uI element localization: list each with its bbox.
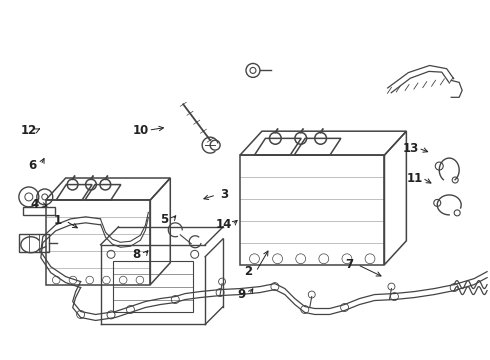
Text: 6: 6 bbox=[29, 158, 37, 172]
Text: 8: 8 bbox=[132, 248, 141, 261]
Text: 2: 2 bbox=[244, 265, 252, 278]
Text: 13: 13 bbox=[402, 141, 418, 155]
Text: 11: 11 bbox=[406, 171, 422, 185]
Text: 9: 9 bbox=[237, 288, 245, 301]
Text: 12: 12 bbox=[21, 124, 37, 137]
Text: 1: 1 bbox=[54, 214, 62, 228]
Text: 3: 3 bbox=[220, 188, 228, 202]
Text: 7: 7 bbox=[345, 258, 354, 271]
Text: 10: 10 bbox=[132, 124, 148, 137]
Text: 5: 5 bbox=[160, 213, 169, 226]
Circle shape bbox=[210, 140, 220, 150]
Bar bbox=[113, 261, 193, 312]
Bar bbox=[19, 234, 49, 252]
Text: 14: 14 bbox=[216, 218, 232, 231]
Text: 4: 4 bbox=[31, 198, 39, 211]
